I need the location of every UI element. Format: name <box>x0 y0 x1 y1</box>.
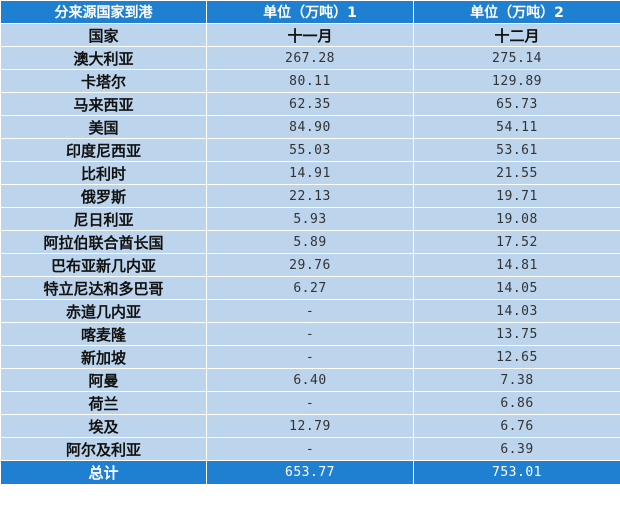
november-value: - <box>206 437 414 461</box>
lng-arrivals-table: 分来源国家到港 单位（万吨）1 单位（万吨）2 国家 十一月 十二月 澳大利亚 2… <box>0 0 620 485</box>
table-row: 美国 84.90 54.11 <box>0 115 620 139</box>
total-december: 753.01 <box>413 460 620 485</box>
december-value: 6.39 <box>413 437 620 461</box>
table-row: 阿尔及利亚 -6.39 <box>0 437 620 461</box>
november-value: 5.89 <box>206 230 414 254</box>
december-value: 53.61 <box>413 138 620 162</box>
december-value: 19.71 <box>413 184 620 208</box>
november-value: 55.03 <box>206 138 414 162</box>
table-row: 阿拉伯联合酋长国 5.89 17.52 <box>0 230 620 254</box>
december-value: 12.65 <box>413 345 620 369</box>
country-cell: 卡塔尔 <box>0 69 207 93</box>
country-cell: 巴布亚新几内亚 <box>0 253 207 277</box>
subheader-december: 十二月 <box>413 23 620 47</box>
total-label: 总计 <box>0 460 207 485</box>
country-cell: 印度尼西亚 <box>0 138 207 162</box>
total-november: 653.77 <box>206 460 414 485</box>
november-value: 6.27 <box>206 276 414 300</box>
table-row: 俄罗斯 22.13 19.71 <box>0 184 620 208</box>
country-cell: 赤道几内亚 <box>0 299 207 323</box>
december-value: 17.52 <box>413 230 620 254</box>
december-value: 14.03 <box>413 299 620 323</box>
november-value: - <box>206 391 414 415</box>
country-cell: 新加坡 <box>0 345 207 369</box>
december-value: 6.76 <box>413 414 620 438</box>
november-value: 29.76 <box>206 253 414 277</box>
table-row: 埃及 12.79 6.76 <box>0 414 620 438</box>
november-value: 80.11 <box>206 69 414 93</box>
december-value: 21.55 <box>413 161 620 185</box>
table-row: 特立尼达和多巴哥 6.27 14.05 <box>0 276 620 300</box>
table-row: 卡塔尔 80.11 129.89 <box>0 69 620 93</box>
country-cell: 阿曼 <box>0 368 207 392</box>
december-value: 19.08 <box>413 207 620 231</box>
header-source-country: 分来源国家到港 <box>0 0 207 24</box>
november-value: 62.35 <box>206 92 414 116</box>
country-cell: 埃及 <box>0 414 207 438</box>
november-value: 22.13 <box>206 184 414 208</box>
december-value: 275.14 <box>413 46 620 70</box>
november-value: 5.93 <box>206 207 414 231</box>
country-cell: 喀麦隆 <box>0 322 207 346</box>
november-value: 6.40 <box>206 368 414 392</box>
table-row: 尼日利亚 5.93 19.08 <box>0 207 620 231</box>
table-row: 赤道几内亚 -14.03 <box>0 299 620 323</box>
country-cell: 阿尔及利亚 <box>0 437 207 461</box>
header-unit-1: 单位（万吨）1 <box>206 0 414 24</box>
december-value: 129.89 <box>413 69 620 93</box>
table-row: 喀麦隆 -13.75 <box>0 322 620 346</box>
header-unit-2: 单位（万吨）2 <box>413 0 620 24</box>
december-value: 65.73 <box>413 92 620 116</box>
december-value: 14.81 <box>413 253 620 277</box>
table-row: 新加坡 -12.65 <box>0 345 620 369</box>
december-value: 54.11 <box>413 115 620 139</box>
country-cell: 澳大利亚 <box>0 46 207 70</box>
subheader-row: 国家 十一月 十二月 <box>0 23 620 47</box>
country-cell: 美国 <box>0 115 207 139</box>
country-cell: 比利时 <box>0 161 207 185</box>
december-value: 6.86 <box>413 391 620 415</box>
total-row: 总计 653.77 753.01 <box>0 460 620 485</box>
country-cell: 尼日利亚 <box>0 207 207 231</box>
country-cell: 特立尼达和多巴哥 <box>0 276 207 300</box>
subheader-country: 国家 <box>0 23 207 47</box>
header-row: 分来源国家到港 单位（万吨）1 单位（万吨）2 <box>0 0 620 24</box>
table-body: 澳大利亚 267.28 275.14 卡塔尔 80.11 129.89 马来西亚 62.3… <box>0 46 620 461</box>
december-value: 13.75 <box>413 322 620 346</box>
december-value: 14.05 <box>413 276 620 300</box>
table-row: 阿曼 6.40 7.38 <box>0 368 620 392</box>
country-cell: 马来西亚 <box>0 92 207 116</box>
table-row: 马来西亚 62.35 65.73 <box>0 92 620 116</box>
november-value: - <box>206 299 414 323</box>
november-value: 84.90 <box>206 115 414 139</box>
table-row: 巴布亚新几内亚 29.76 14.81 <box>0 253 620 277</box>
table-footer: 总计 653.77 753.01 <box>0 460 620 485</box>
november-value: 267.28 <box>206 46 414 70</box>
table-row: 比利时 14.91 21.55 <box>0 161 620 185</box>
november-value: - <box>206 322 414 346</box>
table-row: 荷兰 -6.86 <box>0 391 620 415</box>
table-header: 分来源国家到港 单位（万吨）1 单位（万吨）2 国家 十一月 十二月 <box>0 0 620 47</box>
november-value: 14.91 <box>206 161 414 185</box>
country-cell: 俄罗斯 <box>0 184 207 208</box>
table-row: 澳大利亚 267.28 275.14 <box>0 46 620 70</box>
country-cell: 荷兰 <box>0 391 207 415</box>
subheader-november: 十一月 <box>206 23 414 47</box>
november-value: 12.79 <box>206 414 414 438</box>
december-value: 7.38 <box>413 368 620 392</box>
table-row: 印度尼西亚 55.03 53.61 <box>0 138 620 162</box>
november-value: - <box>206 345 414 369</box>
country-cell: 阿拉伯联合酋长国 <box>0 230 207 254</box>
